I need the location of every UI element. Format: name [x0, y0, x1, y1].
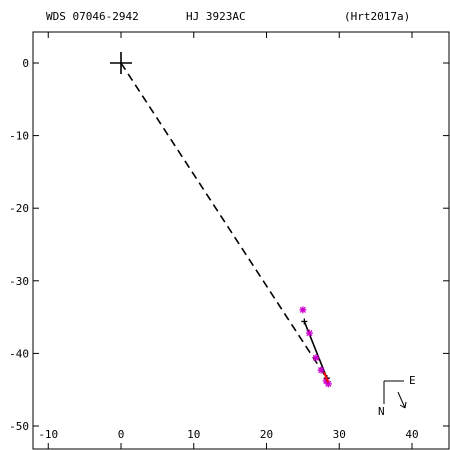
motion-arrow-icon [397, 391, 407, 409]
x-tick-label: 10 [187, 428, 200, 441]
observation-point [317, 366, 325, 374]
observation-point [305, 329, 313, 337]
y-tick-label: -10 [9, 130, 29, 143]
x-tick-label: 40 [405, 428, 418, 441]
y-tick-label: -30 [9, 275, 29, 288]
primary-companion-dashed-line [120, 62, 329, 380]
discoverer-label: HJ 3923AC [186, 10, 246, 23]
wds-id-label: WDS 07046-2942 [46, 10, 139, 23]
axis-ticks: -10 0 10 20 30 40 0 -10 -20 -30 -40 -50 [9, 32, 449, 449]
x-tick-label: 20 [260, 428, 273, 441]
plot-frame [32, 31, 450, 450]
data-layer [110, 52, 332, 388]
observation-point [299, 306, 307, 314]
compass-east-label: E [409, 374, 416, 387]
x-tick-label: -10 [38, 428, 58, 441]
compass-north-label: N [378, 405, 385, 418]
compass: N E [378, 374, 416, 418]
y-tick-label: -20 [9, 202, 29, 215]
latest-observation-point [323, 371, 330, 383]
reference-label: (Hrt2017a) [344, 10, 410, 23]
x-tick-label: 30 [333, 428, 346, 441]
x-tick-label: 0 [118, 428, 125, 441]
y-tick-label: -40 [9, 347, 29, 360]
y-tick-label: -50 [9, 420, 29, 433]
y-tick-label: 0 [22, 57, 29, 70]
observation-point [312, 354, 320, 362]
